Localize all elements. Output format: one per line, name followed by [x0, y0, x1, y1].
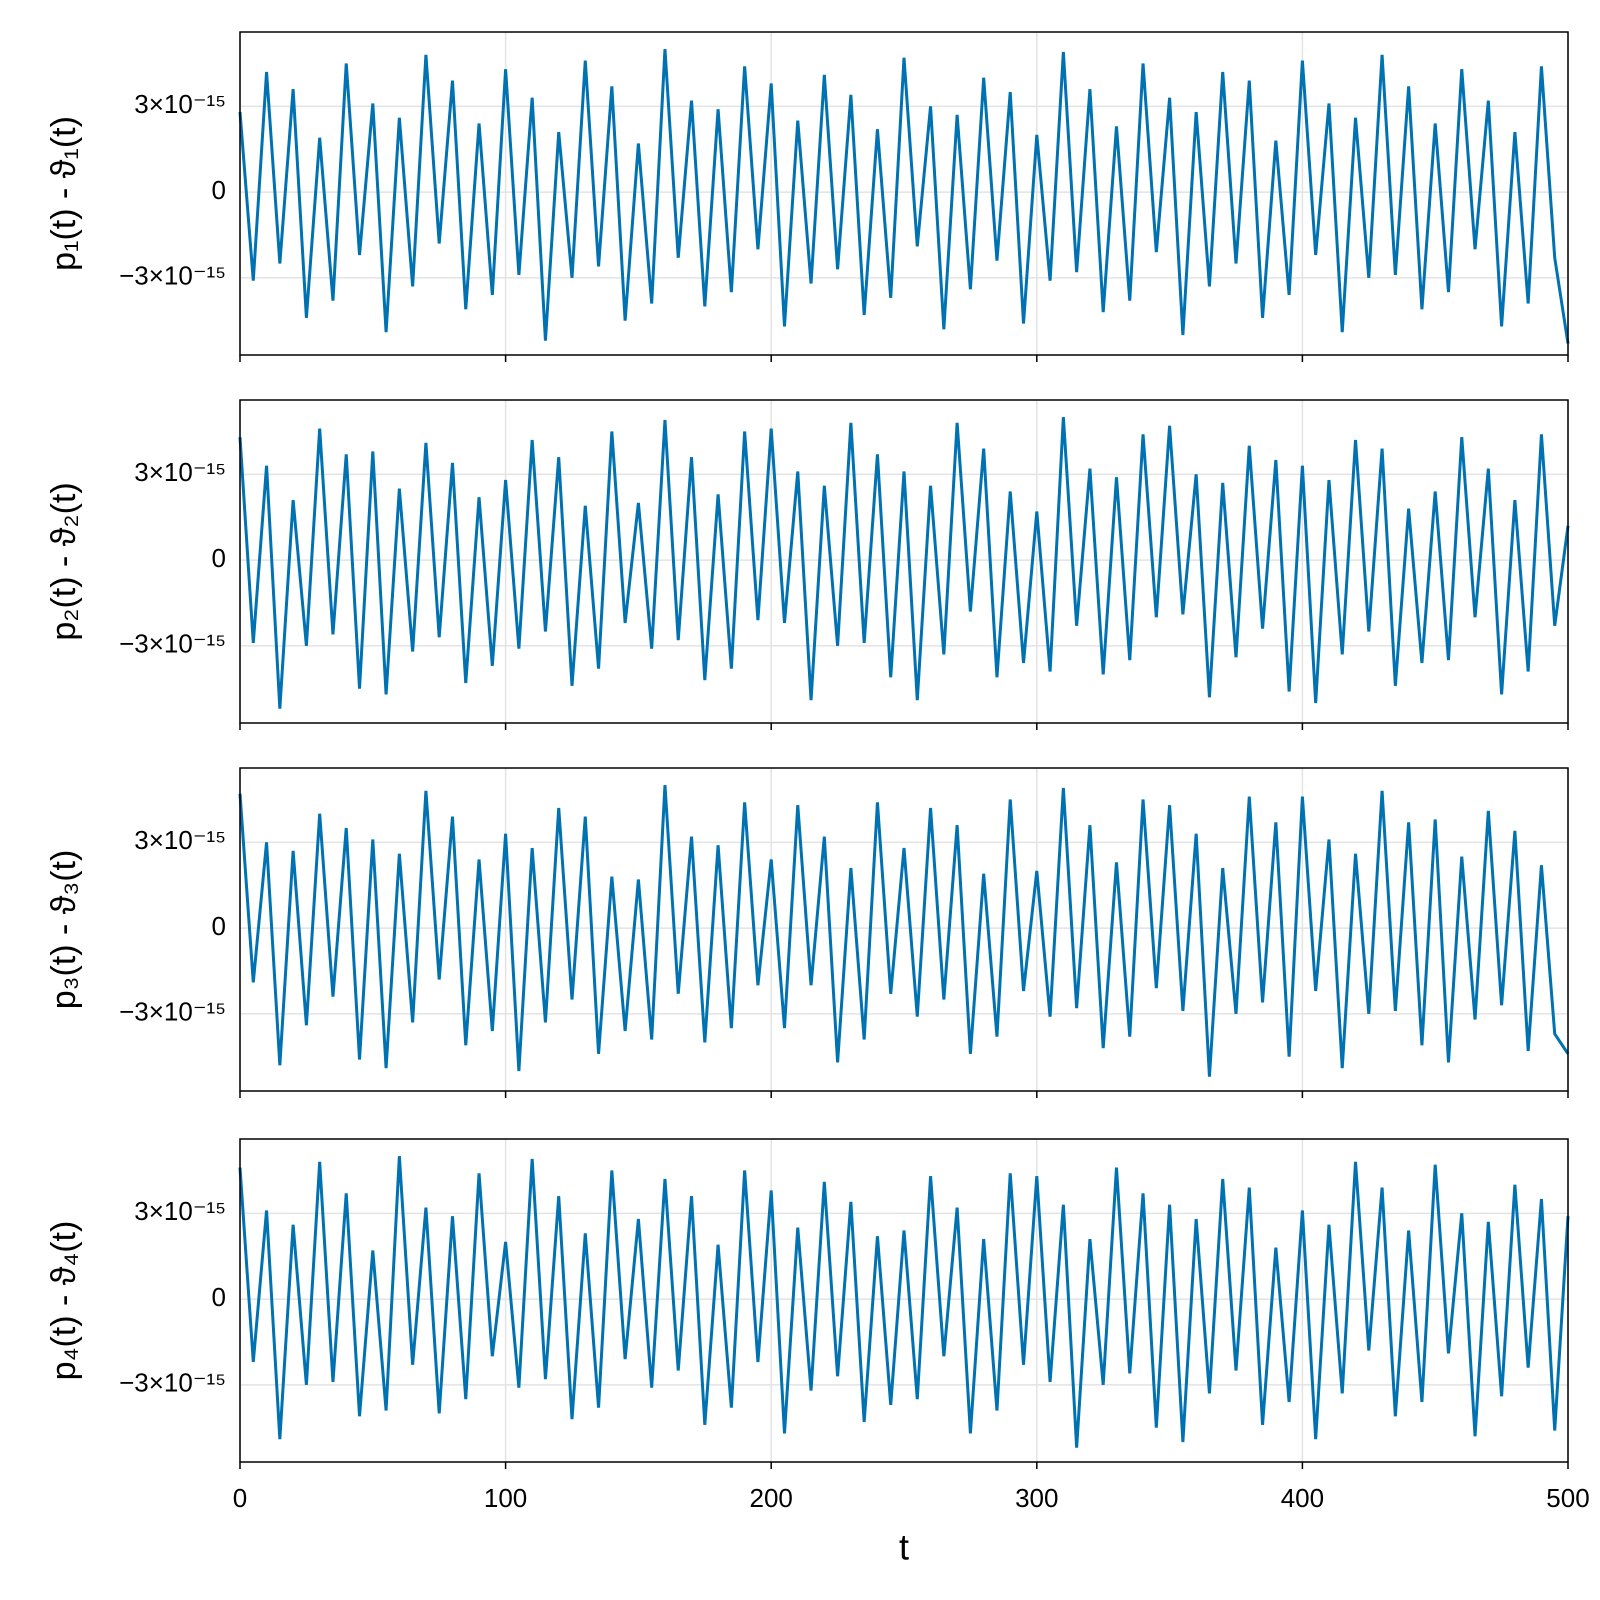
series-line	[238, 1156, 1570, 1448]
y-tick-label: −3×10⁻¹⁵	[119, 1368, 226, 1398]
y-axis-label: p₄(t) - ϑ₄(t)	[45, 1221, 83, 1381]
y-axis-label: p₃(t) - ϑ₃(t)	[45, 850, 83, 1010]
y-tick-label: 3×10⁻¹⁵	[134, 89, 226, 119]
y-tick-label: 0	[212, 175, 226, 205]
x-tick-label: 0	[233, 1483, 247, 1513]
plot-frame	[239, 399, 1569, 724]
series-line	[238, 785, 1570, 1077]
series-line	[238, 417, 1570, 709]
x-tick-label: 500	[1546, 1483, 1589, 1513]
y-tick-label: −3×10⁻¹⁵	[119, 261, 226, 291]
x-tick-label: 400	[1281, 1483, 1324, 1513]
plot-frame	[239, 767, 1569, 1092]
x-tick-label: 200	[750, 1483, 793, 1513]
series-line	[238, 49, 1570, 344]
y-tick-label: 0	[212, 1282, 226, 1312]
plot-frame	[239, 31, 1569, 356]
y-tick-label: 3×10⁻¹⁵	[134, 825, 226, 855]
y-tick-label: 0	[212, 911, 226, 941]
plot-frame	[239, 1138, 1569, 1463]
x-axis-label: t	[899, 1527, 909, 1568]
y-tick-label: −3×10⁻¹⁵	[119, 997, 226, 1027]
y-tick-label: 3×10⁻¹⁵	[134, 1196, 226, 1226]
y-axis-label: p₁(t) - ϑ₁(t)	[45, 116, 83, 271]
y-tick-label: 0	[212, 543, 226, 573]
x-tick-label: 300	[1015, 1483, 1058, 1513]
y-tick-label: 3×10⁻¹⁵	[134, 457, 226, 487]
y-axis-label: p₂(t) - ϑ₂(t)	[45, 482, 83, 640]
x-tick-label: 100	[484, 1483, 527, 1513]
y-tick-label: −3×10⁻¹⁵	[119, 629, 226, 659]
